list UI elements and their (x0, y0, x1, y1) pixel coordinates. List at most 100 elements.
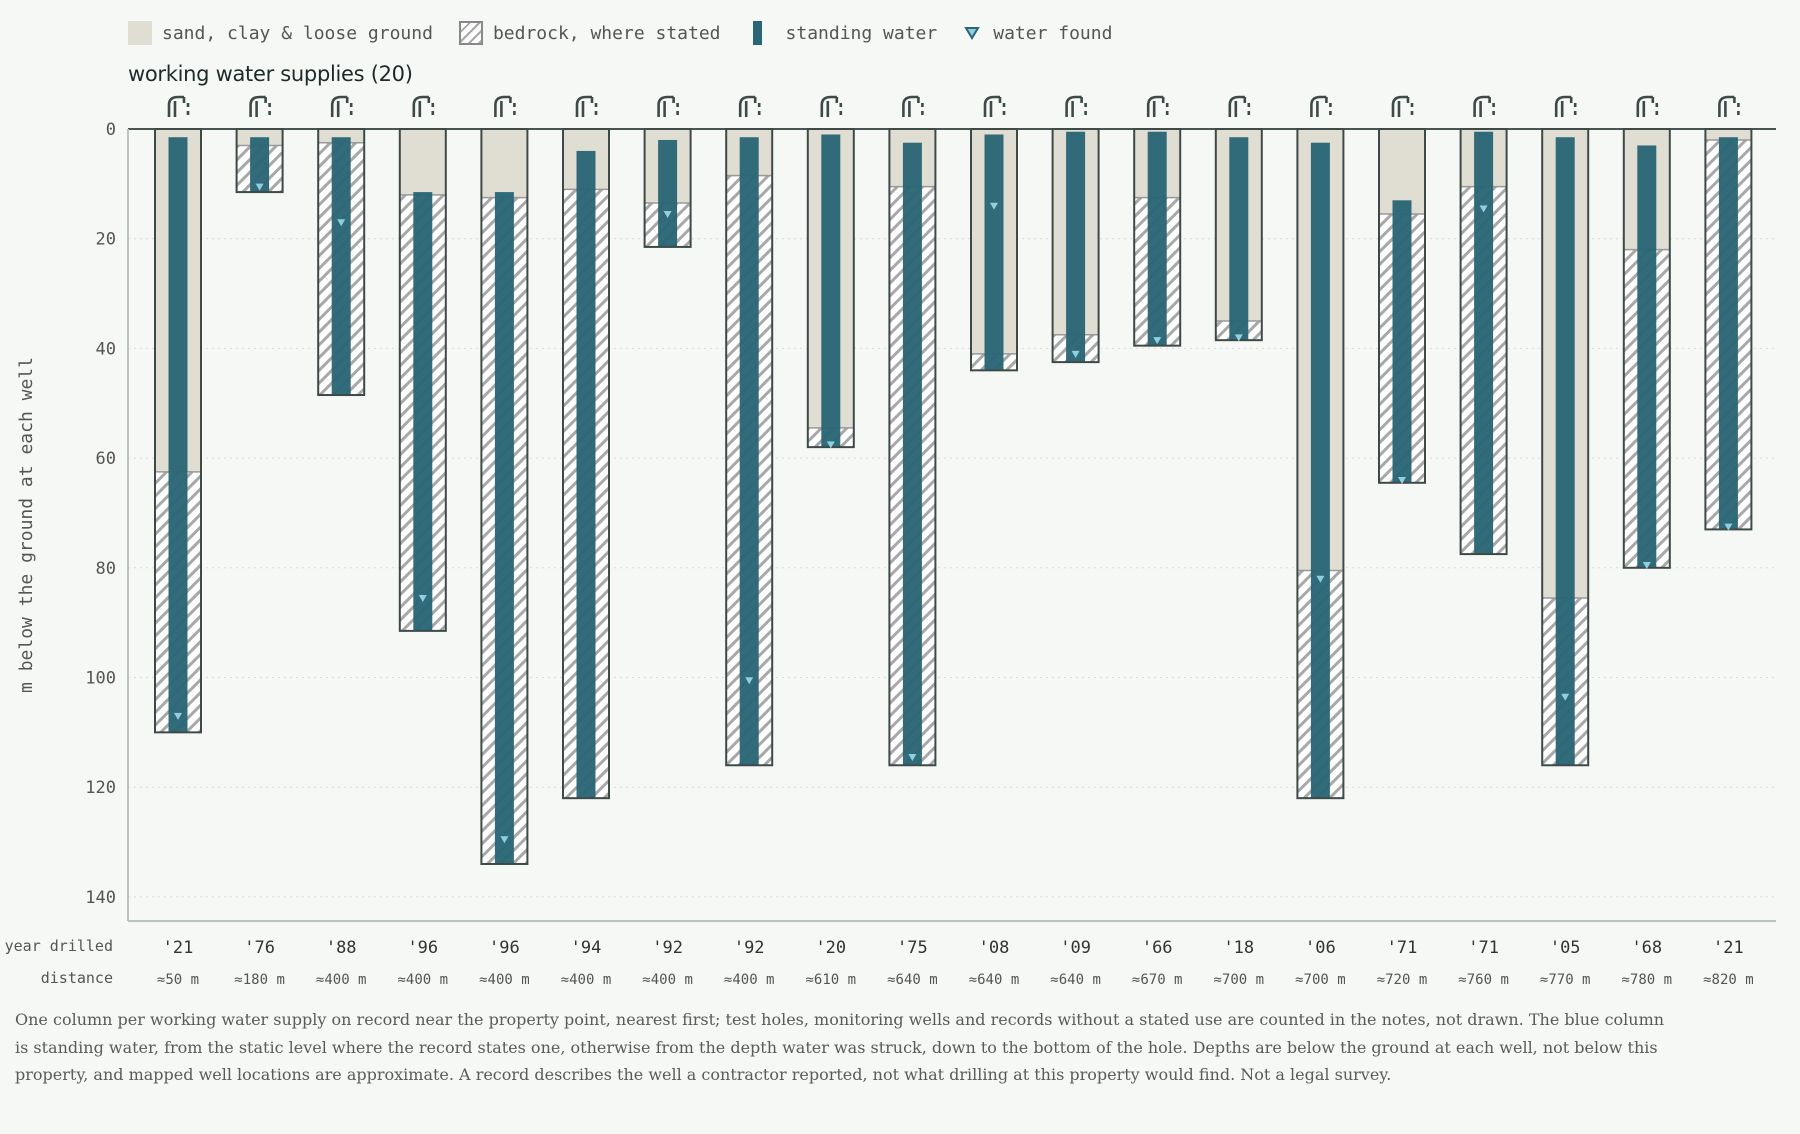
well-pump-icon (983, 95, 1006, 117)
distance-label: ≈700 m (1214, 972, 1265, 988)
well-pump-shape (575, 95, 598, 117)
year-drilled-label: '71 (1387, 938, 1418, 958)
bedrock-hatch-swatch-icon (458, 21, 483, 45)
well-column (643, 95, 692, 248)
well-pump-icon (820, 95, 843, 117)
water-found-triangle-icon (964, 27, 981, 40)
well-pump-icon (1554, 95, 1577, 117)
y-tick-label: 20 (96, 230, 116, 250)
year-drilled-label: '71 (1468, 938, 1499, 958)
standing-water-column (902, 142, 922, 766)
water-found-marker (1561, 693, 1570, 701)
standing-water-column (1718, 137, 1738, 530)
distance-label: ≈760 m (1458, 972, 1509, 988)
water-found-marker (1724, 523, 1733, 531)
standing-water-column (1555, 137, 1575, 766)
year-drilled-label: '06 (1305, 938, 1336, 958)
well-pump-icon (249, 95, 271, 117)
sand-layer (318, 129, 365, 143)
standing-water-column (984, 134, 1004, 371)
well-pump-shape (657, 95, 679, 117)
standing-water-column (413, 192, 433, 631)
well-pump-icon (494, 95, 516, 117)
legend-label-found: water found (993, 22, 1113, 44)
legend-item-sand: sand, clay & loose ground (128, 21, 433, 45)
well-outline (970, 128, 1018, 372)
water-found-marker (337, 219, 346, 227)
grid-lines (128, 238, 1776, 898)
standing-water-column (1066, 131, 1086, 363)
y-tick-label: 100 (85, 669, 116, 689)
well-column (970, 95, 1018, 372)
year-drilled-label: '68 (1631, 938, 1662, 958)
legend-item-found: water found (963, 23, 1112, 44)
distance-label: ≈780 m (1622, 972, 1673, 988)
year-drilled-label: '92 (734, 938, 765, 958)
distance-label: ≈640 m (1050, 972, 1101, 988)
well-column (1378, 95, 1426, 485)
distance-label: ≈400 m (479, 972, 530, 988)
well-pump-icon (1228, 95, 1251, 117)
well-pump-icon (330, 95, 353, 117)
standing-water-column (168, 137, 188, 733)
year-drilled-label: '88 (326, 938, 357, 958)
distance-label: ≈50 m (157, 972, 199, 988)
year-drilled-label: '21 (1713, 938, 1744, 958)
well-pump-shape (1718, 95, 1740, 117)
well-pump-shape (820, 95, 843, 117)
well-outline (888, 128, 937, 767)
standing-water-column (1229, 137, 1249, 341)
well-column (1622, 95, 1671, 570)
distance-label: ≈670 m (1132, 972, 1183, 988)
standing-water-column (494, 192, 514, 864)
well-outline (643, 128, 692, 248)
standing-water-column (739, 137, 759, 766)
well-pump-shape (1636, 95, 1659, 117)
standing-water-column (658, 139, 678, 247)
water-found-marker (1316, 575, 1325, 583)
chart-notes: One column per working water supply on r… (15, 1010, 1665, 1084)
distance-label: ≈700 m (1295, 972, 1346, 988)
distance-label: ≈640 m (969, 972, 1020, 988)
water-found-marker (663, 211, 672, 219)
well-pump-shape (1065, 95, 1087, 117)
year-drilled-label: '96 (489, 938, 520, 958)
distance-label: ≈400 m (398, 972, 449, 988)
water-found-marker (174, 712, 182, 720)
well-outline (480, 128, 529, 865)
water-found-marker (418, 594, 427, 602)
distance-label: ≈610 m (806, 972, 857, 988)
well-outline (235, 128, 284, 194)
well-column (398, 95, 447, 632)
well-pump-shape (1473, 95, 1495, 117)
well-pump-icon (167, 95, 190, 117)
water-found-marker (1642, 562, 1651, 570)
distance-label: ≈400 m (642, 972, 693, 988)
distance-label: ≈720 m (1377, 972, 1428, 988)
well-column (1459, 95, 1508, 556)
water-found-marker (1153, 337, 1162, 345)
y-tick-label: 80 (96, 559, 116, 579)
water-found-marker (1398, 477, 1406, 485)
distance-label: ≈400 m (561, 972, 612, 988)
well-pump-icon (575, 95, 598, 117)
well-pump-icon (657, 95, 679, 117)
standing-water-column (1310, 142, 1330, 799)
axes (127, 128, 1776, 922)
well-pump-shape (249, 95, 271, 117)
water-found-marker (255, 183, 264, 191)
legend-item-rock: bedrock, where stated (458, 21, 721, 45)
year-drilled-label: '18 (1223, 938, 1254, 958)
year-drilled-label: '92 (652, 938, 683, 958)
standing-water-column (1637, 145, 1657, 568)
well-pump-shape (983, 95, 1006, 117)
well-pump-icon (412, 95, 435, 117)
well-pump-icon (1146, 95, 1169, 117)
year-drilled-label: '76 (244, 938, 275, 958)
well-pump-icon (1310, 95, 1332, 117)
well-depth-chart: 0 20 40 60 80 100 120 140 m below the ground at … (5, 95, 1776, 988)
well-pump-icon (1065, 95, 1087, 117)
standing-water-column (1147, 131, 1167, 346)
well-pump-shape (902, 95, 924, 117)
well-outline (1296, 128, 1345, 800)
